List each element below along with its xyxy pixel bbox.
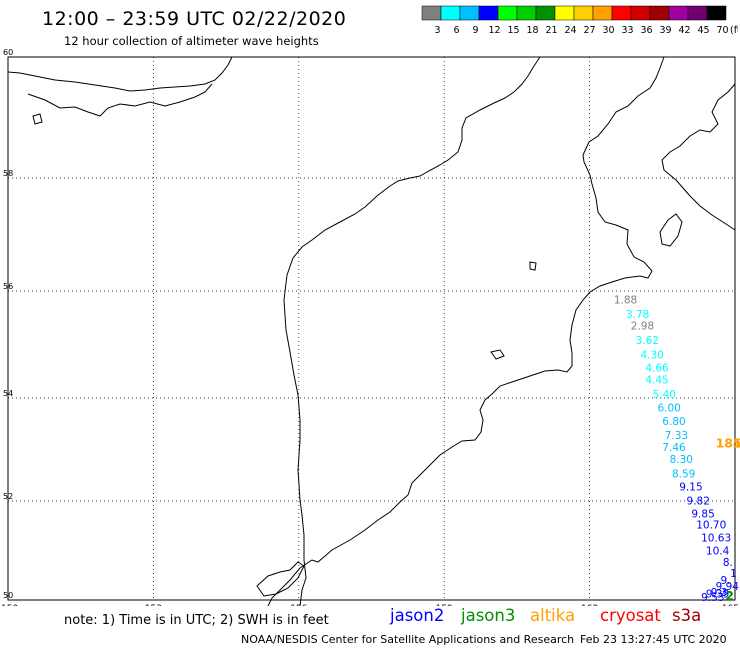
satellite-jason2: jason2 [390,606,445,625]
lon-label-156: 156 [290,604,307,606]
legend-unit: (ft) [730,25,738,36]
footer-note: note: 1) Time is in UTC; 2) SWH is in fe… [64,613,329,628]
map-frame [7,56,736,601]
legend-label-45: 45 [697,25,709,36]
north-bay [27,83,213,117]
obs-label: 8.59 [672,468,695,480]
lat-label-54: 54 [3,389,13,398]
lat-label-52: 52 [3,492,13,501]
lon-label-150: 150 [1,604,18,606]
legend-label-6: 6 [453,25,459,36]
obs-label: 9.85 [691,508,714,520]
lon-label-162: 162 [581,604,598,606]
obs-label: 10.63 [701,533,731,545]
satellite-cryosat: cryosat [600,606,661,625]
obs-label: 4.45 [645,375,668,387]
legend-label-30: 30 [602,25,614,36]
lat-label-56: 56 [3,282,13,291]
lat-label-50: 50 [3,591,13,600]
obs-label: 2.98 [631,321,654,333]
legend-label-24: 24 [564,25,576,36]
lon-label-153: 153 [145,604,162,606]
legend-label-39: 39 [659,25,671,36]
obs-label: 10.4 [706,545,730,557]
karaginsky-island [659,213,683,247]
obs-label: 7.33 [665,430,688,442]
obs-label: 4.30 [640,349,663,361]
obs-label: 2 [725,588,734,603]
wave-height-observations: 1.88 3.782.98 3.62 4.304.664.45 5.406.00 6.80… [614,294,740,604]
obs-label: 6.80 [662,416,685,428]
east-koryak-coast [661,83,736,231]
obs-label: 9.15 [679,482,702,494]
obs-label: 6.00 [657,402,680,414]
latitude-labels: 60 58 56 54 52 50 [3,48,13,600]
legend-label-15: 15 [507,25,519,36]
lat-label-58: 58 [3,169,13,178]
obs-label: 1 [730,568,737,580]
obs-label: 8.30 [670,454,693,466]
legend-label-42: 42 [678,25,690,36]
satellite-jason3: jason3 [461,606,516,625]
satellite-altika: altika [530,606,576,625]
legend-swatch-70 [706,5,727,21]
longitude-labels: 150 153 156 159 162 165 [1,604,739,606]
lat-lon-grid [7,56,736,601]
legend-label-70: 70 [716,25,728,36]
legend-label-21: 21 [545,25,557,36]
legend-label-27: 27 [583,25,595,36]
small-island-3 [32,113,43,125]
obs-label: 5.40 [653,389,676,401]
lon-label-165: 165 [722,604,739,606]
obs-label: 3.62 [636,335,659,347]
obs-label: 9.53 [701,592,724,604]
obs-label: 4.66 [645,362,669,374]
map-subtitle: 12 hour collection of altimeter wave hei… [64,34,319,48]
generated-timestamp: Feb 23 13:27:45 UTC 2020 [580,633,727,646]
credit-line: NOAA/NESDIS Center for Satellite Applica… [241,633,575,646]
obs-label: 1.88 [614,294,637,306]
obs-label: 5 [733,435,740,450]
obs-label: 9.3 [711,587,728,599]
obs-label: 10.70 [696,520,726,532]
small-island-2 [490,349,505,360]
okhotsk-coast [283,56,541,606]
legend-label-9: 9 [472,25,478,36]
obs-label: 181 [716,435,740,450]
legend-label-33: 33 [621,25,633,36]
satellite-s3a: s3a [672,606,702,625]
lon-label-159: 159 [436,604,453,606]
legend-label-18: 18 [526,25,538,36]
small-island-4 [256,561,305,597]
obs-label: 8. [723,557,733,569]
legend-label-3: 3 [434,25,440,36]
obs-label: 7.46 [662,442,686,454]
kamchatka-west-coast [267,56,665,606]
north-coast [7,56,233,92]
small-island-1 [529,261,537,271]
obs-label: 9.94 [716,581,740,593]
map-title: 12:00 – 23:59 UTC 02/22/2020 [42,8,347,30]
legend-label-36: 36 [640,25,652,36]
legend-label-12: 12 [488,25,500,36]
obs-label: 9.39 [706,589,729,601]
obs-label: 9. [720,575,730,587]
obs-label: 3.78 [626,309,649,321]
obs-label: 9.82 [687,495,710,507]
coastline [7,56,736,606]
lat-label-60: 60 [3,48,13,57]
